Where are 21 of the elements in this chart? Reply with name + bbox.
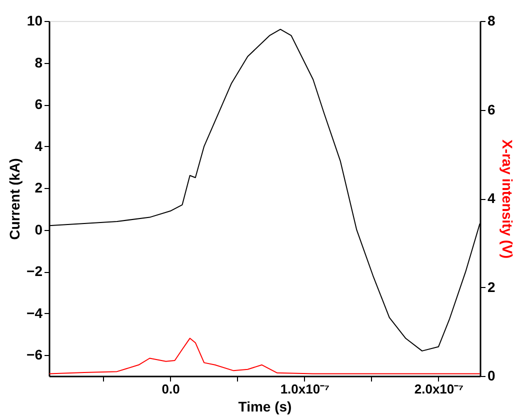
x-tick-label: 0.0	[162, 382, 180, 396]
y2-axis-title: X-ray intensity (V)	[499, 139, 516, 259]
y-tick-label: 8	[34, 54, 43, 70]
y2-tick-label: 8	[488, 12, 496, 28]
y2-tick-label: 6	[488, 101, 496, 118]
x-tick-label: 2.0x10⁻⁷	[414, 382, 464, 396]
y-axis-title: Current (kA)	[6, 158, 23, 240]
y-tick-label: −2	[26, 263, 43, 280]
x-axis-title: Time (s)	[238, 398, 292, 414]
line-series	[49, 338, 480, 374]
y2-tick-label: 4	[488, 190, 496, 206]
y-tick-label: −6	[26, 346, 43, 363]
y2-tick-label: 0	[488, 368, 496, 384]
y-tick-label: 0	[34, 221, 43, 238]
y-tick-label: 4	[34, 138, 43, 154]
y-tick-label: 10	[26, 12, 43, 28]
x-tick-label: 1.0x10⁻⁷	[280, 382, 330, 396]
y-tick-label: −4	[26, 304, 43, 321]
y-tick-label: 2	[34, 180, 43, 196]
y-tick-label: 6	[34, 96, 43, 112]
y2-tick-label: 2	[488, 278, 496, 295]
